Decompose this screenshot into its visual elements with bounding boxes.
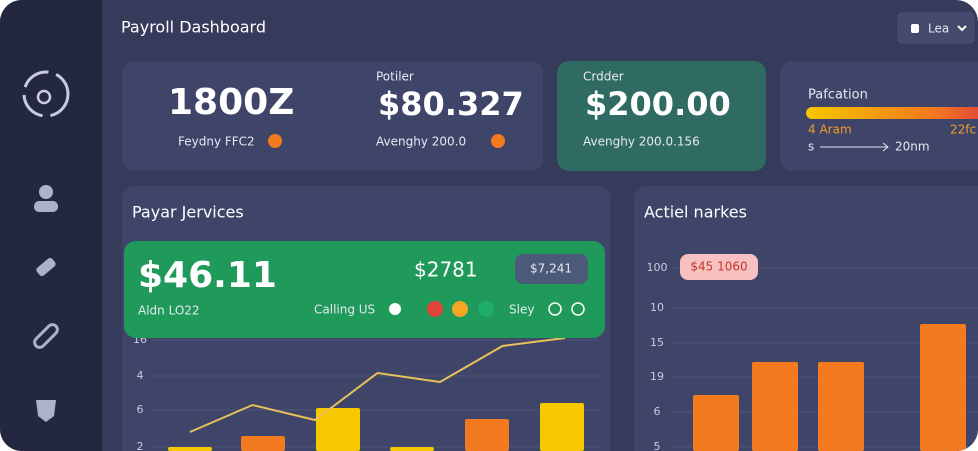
progress-bar	[806, 107, 978, 119]
axis-label: 100	[647, 261, 668, 274]
logo-inner	[36, 89, 52, 105]
button-label: Lea	[928, 22, 949, 36]
info-icon	[389, 303, 401, 315]
card-badge-text: $7,241	[530, 262, 572, 276]
panel-title: Payar Jervices	[132, 203, 244, 222]
stats-card-highlight	[557, 61, 766, 171]
axis-label: 15	[650, 336, 664, 349]
card-badge	[515, 254, 588, 284]
status-dot[interactable]	[427, 301, 443, 317]
stat-label: Potiler	[376, 70, 414, 84]
button-icon	[911, 24, 919, 33]
axis-label: 5	[654, 440, 661, 451]
stat-value: $200.00	[585, 85, 731, 123]
axis-label: 2	[137, 440, 144, 451]
bar	[241, 436, 285, 451]
bar	[465, 419, 509, 451]
trend-line	[189, 337, 566, 433]
market-chart: 100 10 15 19 6 5	[647, 261, 978, 451]
progress-label: Pafcation	[808, 88, 868, 103]
page-title: Payroll Dashboard	[121, 18, 266, 37]
card-status: Sley	[509, 303, 534, 317]
stat-caption: Avenghy 200.0	[376, 135, 466, 149]
card-value: $46.11	[138, 255, 277, 296]
progress-arrow	[820, 142, 889, 152]
axis-label: 19	[650, 370, 664, 383]
axis-label: 6	[654, 405, 661, 418]
card-amount: $2781	[414, 258, 478, 282]
progress-left: 4 Aram	[808, 123, 852, 137]
bar	[693, 395, 739, 451]
progress-right: 22fc	[950, 123, 976, 137]
bar	[316, 408, 360, 451]
bar	[752, 362, 798, 451]
chevron	[957, 25, 967, 32]
nav-user-icon[interactable]	[39, 185, 53, 199]
bar	[390, 447, 434, 451]
stats-card	[122, 61, 543, 171]
bar	[818, 362, 864, 451]
status-icon	[548, 302, 562, 316]
card-link[interactable]: Calling US	[314, 303, 375, 317]
status-dot[interactable]	[478, 301, 494, 317]
logo[interactable]	[22, 70, 70, 118]
progress-end: 20nm	[895, 140, 930, 154]
axis-label: 4	[137, 369, 144, 382]
bar	[168, 447, 212, 451]
nav-user-body	[34, 201, 58, 212]
nav-shield-icon[interactable]	[36, 400, 56, 422]
progress-start: s	[808, 140, 814, 154]
stat-value: $80.327	[378, 85, 524, 123]
stat-caption: Feydny FFC2	[178, 135, 255, 149]
axis-label: 6	[137, 403, 144, 416]
stat-value: 1800Z	[168, 82, 294, 123]
stat-icon	[491, 134, 505, 148]
sidebar	[0, 0, 102, 451]
stat-icon	[268, 134, 282, 148]
market-badge	[680, 254, 758, 280]
stat-caption: Avenghy 200.0.156	[583, 135, 700, 149]
user-button[interactable]	[897, 12, 975, 44]
axis-label: 10	[650, 301, 664, 314]
status-icon	[571, 302, 585, 316]
status-dot[interactable]	[452, 301, 468, 317]
market-badge-text: $45 1060	[690, 260, 747, 274]
card-caption: Aldn LO22	[138, 304, 200, 318]
stat-label: Crdder	[583, 70, 624, 84]
nav-edit-icon[interactable]	[33, 323, 60, 350]
panel-title: Actiel narkes	[644, 203, 747, 222]
nav-tools-icon[interactable]	[35, 257, 57, 278]
bar	[920, 324, 966, 451]
bar	[540, 403, 584, 451]
